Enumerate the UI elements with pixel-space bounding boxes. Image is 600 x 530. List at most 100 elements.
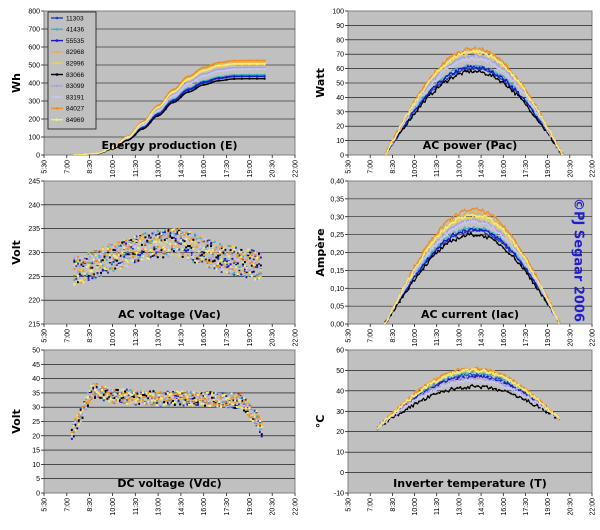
data-point-84027 (169, 228, 172, 231)
x-tick-label: 13:00 (456, 329, 463, 347)
data-point-41436 (243, 274, 246, 277)
data-point-82996 (127, 402, 130, 405)
data-point-83099 (229, 267, 232, 270)
data-point-83066 (174, 240, 177, 242)
series-point-83066 (475, 70, 478, 73)
data-point-83191 (165, 238, 168, 241)
series-point-83066 (466, 232, 469, 235)
data-point-84027 (85, 401, 88, 404)
series-point-84969 (379, 424, 382, 427)
data-point-83066 (103, 255, 106, 258)
series-point-84969 (546, 298, 549, 301)
data-point-83099 (198, 395, 201, 398)
data-point-82996 (203, 244, 205, 247)
data-point-84027 (257, 415, 260, 418)
data-point-82968 (205, 399, 208, 401)
y-tick-label: 300 (28, 99, 40, 106)
series-point-83191 (450, 382, 453, 385)
data-point-83191 (193, 399, 196, 402)
data-point-84027 (186, 390, 189, 393)
series-point-84027 (418, 388, 420, 391)
data-point-11303 (181, 239, 184, 242)
data-point-84969 (137, 246, 140, 249)
series-point-83066 (469, 232, 472, 235)
data-point-82996 (170, 396, 173, 399)
series-point-84969 (505, 232, 508, 235)
data-point-83191 (116, 266, 118, 268)
series-point-41436 (466, 63, 469, 66)
data-point-83099 (207, 397, 210, 400)
data-point-83099 (232, 393, 235, 396)
data-point-83066 (146, 239, 149, 242)
data-point-84027 (101, 385, 104, 388)
series-point-84969 (472, 49, 475, 52)
series-point-83099 (426, 391, 429, 394)
data-point-82968 (116, 242, 118, 245)
data-point-82968 (109, 390, 112, 393)
series-point-84969 (480, 370, 483, 373)
data-point-83191 (101, 251, 104, 254)
series-point-82968 (435, 376, 438, 379)
series-point-84969 (536, 397, 539, 400)
series-point-83191 (431, 247, 434, 250)
series-point-83191 (540, 119, 543, 121)
data-point-84027 (180, 402, 183, 405)
data-point-41436 (117, 245, 120, 248)
data-point-83066 (87, 274, 90, 277)
data-point-41436 (140, 253, 143, 256)
series-point-83066 (491, 388, 494, 391)
data-point-84027 (147, 391, 150, 393)
series-point-84027 (432, 378, 435, 381)
data-point-82996 (213, 244, 216, 247)
data-point-83191 (115, 394, 118, 397)
series-point-84969 (401, 287, 404, 290)
series-point-84969 (392, 306, 395, 309)
data-point-83099 (210, 257, 213, 260)
series-point-84027 (499, 222, 502, 225)
series-point-84969 (441, 376, 444, 379)
data-point-11303 (252, 249, 255, 252)
series-point-83066 (172, 101, 175, 104)
data-point-82968 (117, 258, 120, 261)
data-point-82996 (152, 399, 155, 402)
data-point-41436 (148, 241, 150, 244)
series-point-84969 (540, 286, 543, 289)
data-point-83099 (251, 411, 254, 414)
data-point-84969 (155, 240, 158, 243)
data-point-84969 (218, 400, 221, 403)
data-point-41436 (182, 398, 185, 401)
series-point-84969 (409, 399, 412, 402)
data-point-84969 (133, 391, 135, 394)
series-point-55535 (463, 67, 466, 70)
data-point-82968 (82, 259, 85, 262)
series-point-83191 (466, 59, 469, 62)
data-point-84969 (238, 250, 241, 253)
data-point-83066 (137, 259, 140, 262)
series-point-55535 (447, 378, 450, 381)
data-point-55535 (252, 258, 255, 261)
series-point-83191 (493, 64, 496, 67)
series-point-84969 (469, 214, 472, 217)
series-point-11303 (459, 375, 462, 377)
data-point-82996 (133, 240, 136, 243)
data-point-84027 (181, 252, 184, 255)
data-point-84027 (208, 265, 211, 268)
series-point-83066 (455, 74, 457, 77)
x-tick-label: 22:00 (590, 498, 597, 516)
data-point-84027 (111, 401, 114, 404)
data-point-41436 (79, 415, 82, 418)
series-point-83066 (447, 390, 450, 393)
data-point-82996 (229, 252, 232, 255)
data-point-84027 (154, 396, 157, 399)
series-point-83191 (195, 78, 198, 81)
data-point-84969 (216, 405, 219, 408)
data-point-83191 (246, 404, 249, 407)
data-point-84969 (251, 419, 254, 422)
data-point-83066 (73, 260, 76, 263)
series-point-84027 (443, 222, 446, 225)
data-point-83099 (96, 275, 99, 278)
data-point-83191 (200, 396, 203, 399)
series-point-84969 (490, 54, 493, 56)
x-tick-label: 20:30 (567, 160, 574, 178)
data-point-41436 (253, 421, 256, 424)
